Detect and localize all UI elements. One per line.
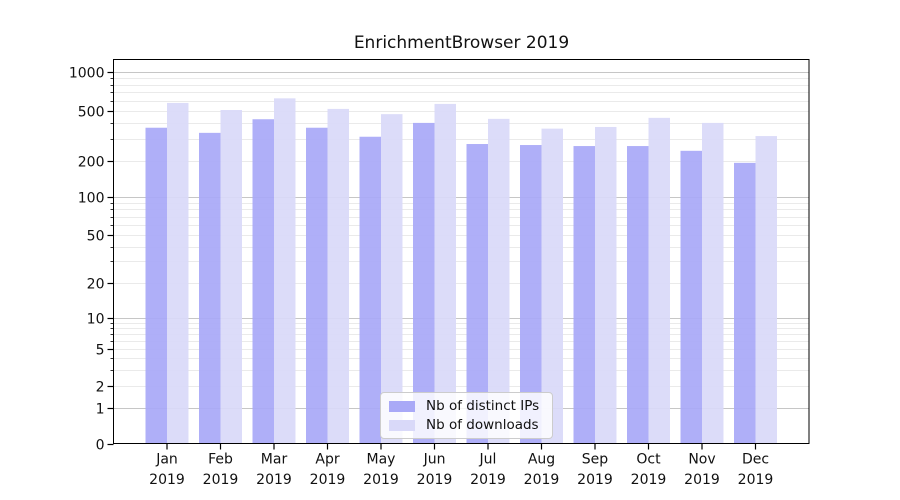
bar-distinct-ips-jan [145, 127, 167, 444]
y-tick-label-500: 500 [78, 105, 105, 121]
bar-downloads-nov [702, 122, 724, 444]
y-tick-label-10: 10 [87, 312, 105, 328]
y-tick-label-50: 50 [87, 229, 105, 245]
bar-distinct-ips-apr [306, 127, 328, 444]
legend: Nb of distinct IPs Nb of downloads [380, 392, 554, 439]
y-axis: 0 1 2 5 10 20 50 100 200 500 1000 [69, 66, 114, 454]
bar-distinct-ips-feb [199, 132, 221, 444]
bar-downloads-oct [648, 117, 670, 444]
legend-swatch-downloads [389, 419, 415, 431]
legend-label-downloads: Nb of downloads [426, 417, 539, 433]
legend-label-distinct-ips: Nb of distinct IPs [426, 398, 540, 414]
bar-distinct-ips-may [359, 136, 381, 444]
x-tick-label-sep: Sep 2019 [577, 452, 613, 489]
x-tick-label-may: May 2019 [363, 452, 399, 489]
bar-distinct-ips-aug [520, 145, 542, 444]
y-tick-label-200: 200 [78, 155, 105, 171]
bar-distinct-ips-sep [573, 146, 595, 444]
bar-distinct-ips-dec [734, 162, 756, 444]
bar-distinct-ips-nov [680, 150, 702, 444]
x-tick-label-feb: Feb 2019 [203, 452, 239, 489]
x-tick-label-aug: Aug 2019 [524, 452, 560, 489]
bar-downloads-jan [167, 102, 189, 444]
legend-entry-downloads: Nb of downloads [389, 417, 539, 433]
bar-downloads-may [381, 114, 403, 444]
bar-downloads-feb [220, 109, 242, 444]
x-tick-label-jul: Jul 2019 [470, 452, 506, 489]
legend-swatch-distinct-ips [389, 400, 415, 412]
bar-distinct-ips-oct [627, 146, 649, 444]
x-tick-label-dec: Dec 2019 [738, 452, 774, 489]
y-tick-label-1000: 1000 [69, 66, 105, 82]
x-tick-label-jun: Jun 2019 [417, 452, 453, 489]
y-tick-label-5: 5 [96, 343, 105, 359]
bar-downloads-jul [488, 118, 510, 444]
x-tick-label-nov: Nov 2019 [684, 452, 720, 489]
bar-downloads-sep [595, 126, 617, 444]
y-tick-label-100: 100 [78, 191, 105, 207]
x-tick-label-mar: Mar 2019 [256, 452, 292, 489]
bar-downloads-mar [274, 98, 296, 444]
y-tick-label-2: 2 [96, 380, 105, 396]
x-tick-label-oct: Oct 2019 [631, 452, 667, 489]
legend-entry-distinct-ips: Nb of distinct IPs [389, 398, 539, 414]
bars [145, 98, 777, 444]
plot-border [112, 58, 810, 445]
bar-distinct-ips-mar [252, 119, 274, 444]
bar-downloads-dec [755, 136, 777, 444]
y-tick-label-0: 0 [96, 438, 105, 454]
x-tick-label-apr: Apr 2019 [310, 452, 346, 489]
bar-downloads-apr [327, 108, 349, 444]
y-tick-label-1: 1 [96, 402, 105, 418]
x-axis: Jan 2019 Feb 2019 Mar 2019 Apr 2019 May 2019 Jun 20… [149, 443, 774, 489]
chart-title: EnrichmentBrowser 2019 [353, 33, 570, 53]
y-tick-label-20: 20 [87, 277, 105, 293]
bar-distinct-ips-jul [466, 144, 488, 444]
x-tick-label-jan: Jan 2019 [149, 452, 185, 489]
bar-downloads-aug [541, 128, 563, 444]
bar-distinct-ips-jun [413, 122, 435, 444]
bar-downloads-jun [434, 103, 456, 444]
